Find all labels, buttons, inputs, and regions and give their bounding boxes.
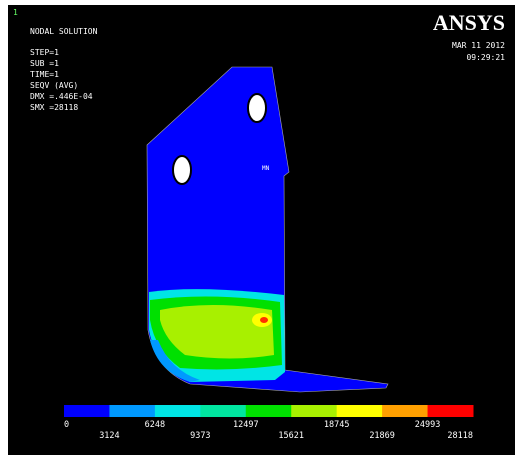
hole (248, 94, 266, 122)
legend-swatch (291, 405, 337, 417)
info-line: SUB =1 (30, 59, 59, 68)
legend-label: 6248 (145, 420, 165, 430)
info-line: TIME=1 (30, 70, 59, 79)
legend-swatch (246, 405, 292, 417)
window-number: 1 (13, 8, 18, 17)
legend-label: 28118 (447, 431, 473, 441)
info-line: SEQV (AVG) (30, 81, 78, 90)
legend-label: 9373 (190, 431, 210, 441)
hole (173, 156, 191, 184)
time: 09:29:21 (466, 53, 505, 62)
legend-label: 0 (64, 420, 69, 430)
legend-swatch (64, 405, 110, 417)
legend-swatch (428, 405, 474, 417)
legend-label: 21869 (369, 431, 395, 441)
ansys-window: 1 NODAL SOLUTION STEP=1 SUB =1 TIME=1 SEQV … (0, 0, 523, 475)
legend-swatch (109, 405, 155, 417)
legend-swatch (155, 405, 201, 417)
legend-label: 24993 (415, 420, 441, 430)
info-line: SMX =28118 (30, 103, 78, 112)
date: MAR 11 2012 (452, 41, 505, 50)
legend-label: 3124 (99, 431, 119, 441)
info-line: STEP=1 (30, 48, 59, 57)
logo: ANSYS (433, 10, 505, 35)
contour-max (260, 317, 268, 323)
legend-label: 12497 (233, 420, 259, 430)
info-line: DMX =.446E-04 (30, 92, 93, 101)
legend-swatch (337, 405, 383, 417)
legend-swatch (200, 405, 246, 417)
legend-label: 15621 (278, 431, 304, 441)
min-label: MN (262, 165, 270, 172)
legend-label: 18745 (324, 420, 350, 430)
legend-swatch (382, 405, 428, 417)
plot-title: NODAL SOLUTION (30, 27, 98, 36)
